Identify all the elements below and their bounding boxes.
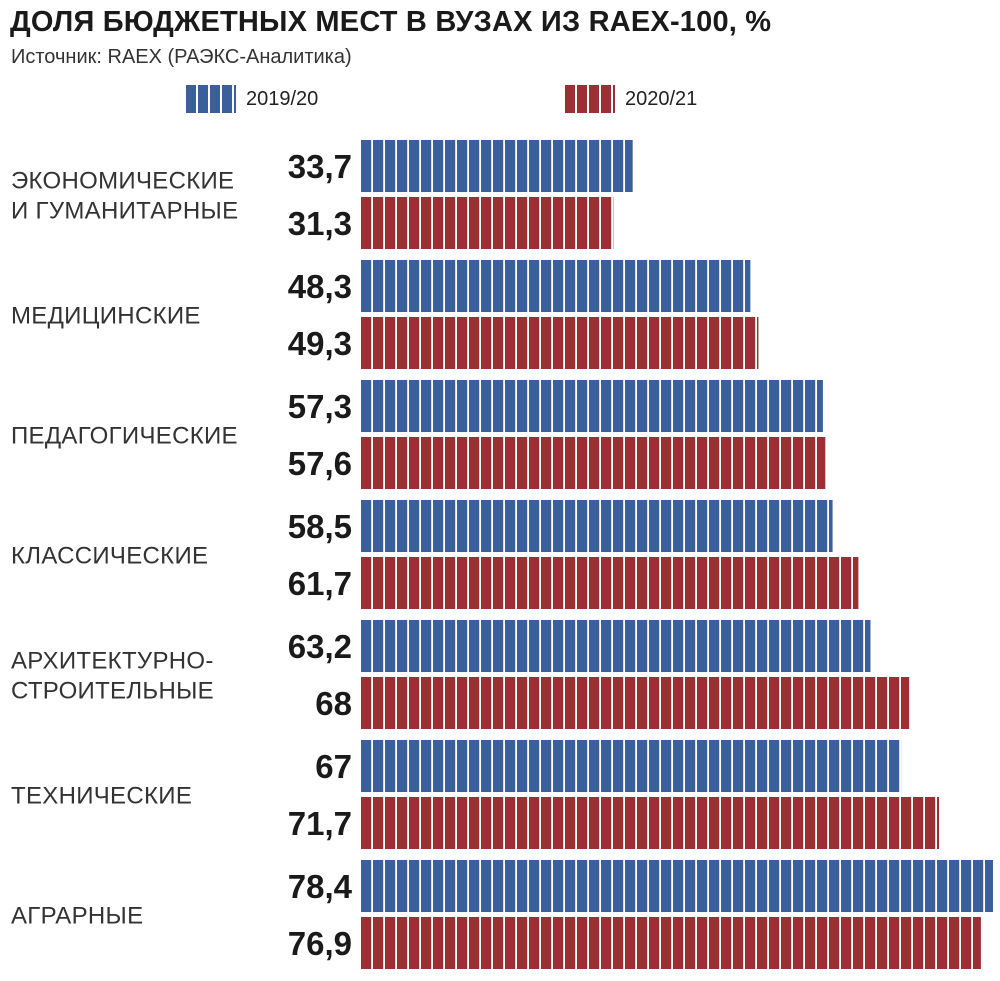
bar-2019-20	[361, 380, 823, 432]
bar-2019-20	[361, 500, 833, 552]
category-label: АРХИТЕКТУРНО-	[11, 648, 214, 675]
value-label: 57,3	[288, 388, 352, 425]
value-label: 57,6	[288, 445, 352, 482]
category-label: КЛАССИЧЕСКИЕ	[11, 543, 208, 570]
category-label: МЕДИЦИНСКИЕ	[11, 303, 201, 330]
category-label: ТЕХНИЧЕСКИЕ	[11, 783, 192, 810]
value-label: 68	[315, 685, 352, 722]
bar-2020-21	[361, 197, 614, 249]
value-label: 67	[315, 748, 352, 785]
category-label: ЭКОНОМИЧЕСКИЕ	[11, 168, 234, 195]
value-label: 71,7	[288, 805, 352, 842]
bar-2020-21	[361, 557, 859, 609]
value-label: 76,9	[288, 925, 352, 962]
category-label: И ГУМАНИТАРНЫЕ	[11, 198, 238, 225]
value-label: 49,3	[288, 325, 352, 362]
bar-2020-21	[361, 317, 759, 369]
legend-swatch-2019-20	[186, 85, 236, 113]
legend-label-2019-20: 2019/20	[246, 87, 319, 110]
value-label: 48,3	[288, 268, 352, 305]
value-label: 61,7	[288, 565, 352, 602]
bar-2020-21	[361, 797, 939, 849]
value-label: 31,3	[288, 205, 352, 242]
legend-item-2020-21: 2020/21	[565, 84, 697, 114]
bar-2020-21	[361, 437, 826, 489]
bar-2020-21	[361, 917, 981, 969]
bar-2019-20	[361, 620, 871, 672]
category-label: АГРАРНЫЕ	[11, 903, 143, 930]
bar-2019-20	[361, 140, 633, 192]
category-label: ПЕДАГОГИЧЕСКИЕ	[11, 423, 238, 450]
value-label: 33,7	[288, 148, 352, 185]
bar-2019-20	[361, 740, 902, 792]
legend-label-2020-21: 2020/21	[625, 87, 698, 110]
bar-2020-21	[361, 677, 910, 729]
chart-title: ДОЛЯ БЮДЖЕТНЫХ МЕСТ В ВУЗАХ ИЗ RAEX-100,…	[10, 6, 772, 38]
value-label: 58,5	[288, 508, 352, 545]
legend-swatch-2020-21	[565, 85, 615, 113]
bar-2019-20	[361, 860, 993, 912]
chart-subtitle: Источник: RAEX (РАЭКС-Аналитика)	[11, 46, 352, 68]
value-label: 78,4	[288, 868, 353, 905]
category-label: СТРОИТЕЛЬНЫЕ	[11, 678, 214, 705]
bar-2019-20	[361, 260, 751, 312]
value-label: 63,2	[288, 628, 352, 665]
legend-item-2019-20: 2019/20	[186, 84, 318, 114]
